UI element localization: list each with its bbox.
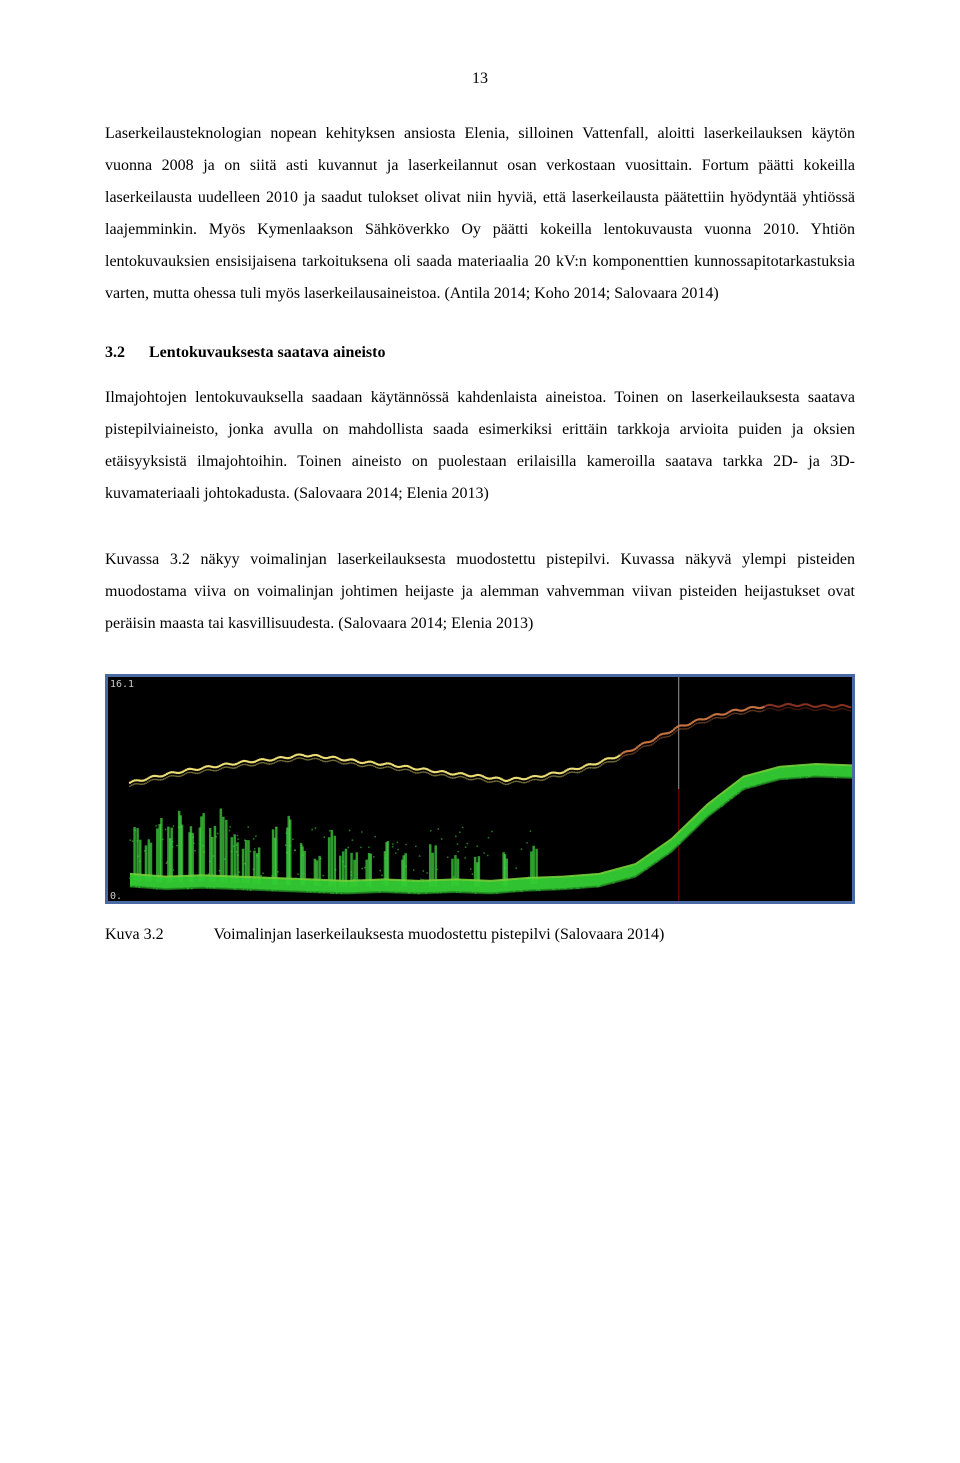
section-title: Lentokuvauksesta saatava aineisto: [149, 344, 385, 361]
svg-text:0.: 0.: [110, 891, 122, 902]
pointcloud-svg: 16.1 0.: [105, 674, 855, 904]
svg-text:16.1: 16.1: [110, 679, 134, 690]
paragraph-1: Laserkeilausteknologian nopean kehitykse…: [105, 118, 855, 310]
section-number: 3.2: [105, 344, 125, 362]
figure-caption: Kuva 3.2 Voimalinjan laserkeilauksesta mu…: [105, 922, 855, 948]
section-heading: 3.2 Lentokuvauksesta saatava aineisto: [105, 344, 855, 362]
paragraph-2: Ilmajohtojen lentokuvauksella saadaan kä…: [105, 382, 855, 510]
figure-pointcloud: 16.1 0.: [105, 674, 855, 904]
caption-text: Voimalinjan laserkeilauksesta muodostett…: [214, 926, 665, 943]
caption-label: Kuva 3.2: [105, 922, 164, 948]
page-number: 13: [105, 70, 855, 88]
paragraph-3: Kuvassa 3.2 näkyy voimalinjan laserkeila…: [105, 544, 855, 640]
